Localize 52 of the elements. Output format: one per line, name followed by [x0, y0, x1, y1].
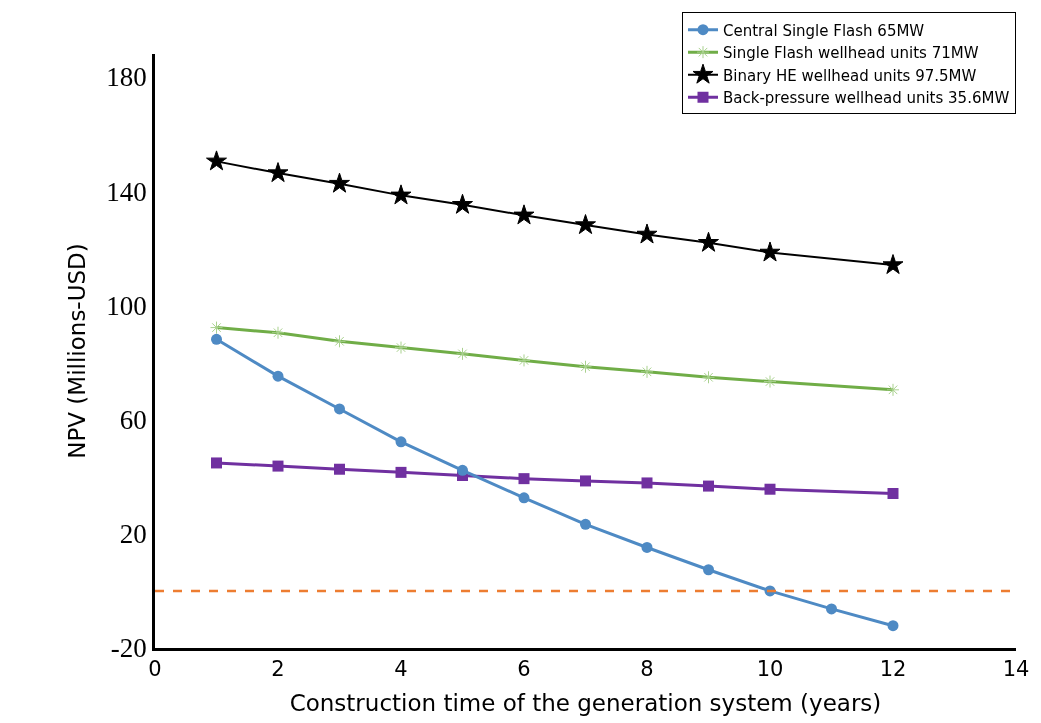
legend-label: Single Flash wellhead units 71MW [723, 44, 979, 63]
point [513, 204, 535, 225]
point [267, 162, 289, 183]
point [887, 488, 899, 499]
y-tick-label: 20 [119, 519, 147, 550]
y-tick-label: 100 [106, 290, 147, 321]
y-tick-label: 60 [119, 404, 147, 435]
point [826, 603, 837, 615]
point [452, 193, 473, 214]
point [703, 564, 714, 576]
x-tick-label: 4 [394, 656, 408, 681]
x-tick-label: 0 [148, 656, 162, 681]
point [206, 150, 227, 171]
y-tick-label: -20 [110, 633, 147, 664]
point [636, 223, 658, 244]
point [211, 333, 222, 345]
point [457, 464, 468, 476]
point [334, 463, 345, 475]
point [272, 370, 284, 382]
x-tick-label: 10 [756, 656, 784, 681]
x-tick-label: 14 [1002, 656, 1030, 681]
point [518, 492, 530, 504]
point [395, 436, 407, 448]
point [211, 457, 222, 469]
point [395, 466, 407, 478]
point [887, 620, 899, 632]
point [329, 172, 350, 193]
x-tick-label: 12 [879, 656, 907, 681]
point [390, 184, 412, 205]
legend-label: Central Single Flash 65MW [723, 21, 925, 40]
x-tick-label: 2 [271, 656, 285, 681]
y-axis-title: NPV (Millions-USD) [63, 243, 90, 459]
point [334, 403, 345, 415]
point [272, 460, 284, 472]
point [580, 475, 591, 487]
point [641, 477, 653, 489]
point [518, 473, 530, 485]
point [698, 231, 719, 252]
y-tick-label: 180 [106, 62, 147, 93]
point [882, 254, 904, 275]
point [759, 241, 781, 262]
point [580, 518, 591, 530]
point [764, 483, 776, 495]
point [641, 541, 653, 553]
x-axis-title: Construction time of the generation system (years) [289, 689, 882, 716]
x-tick-label: 6 [517, 656, 531, 681]
legend-label: Back-pressure wellhead units 35.6MW [723, 89, 1010, 108]
point [575, 214, 596, 235]
x-tick-label: 8 [640, 656, 654, 681]
y-tick-label: 140 [106, 176, 147, 207]
point [703, 480, 714, 492]
legend-label: Binary HE wellhead units 97.5MW [723, 66, 977, 85]
